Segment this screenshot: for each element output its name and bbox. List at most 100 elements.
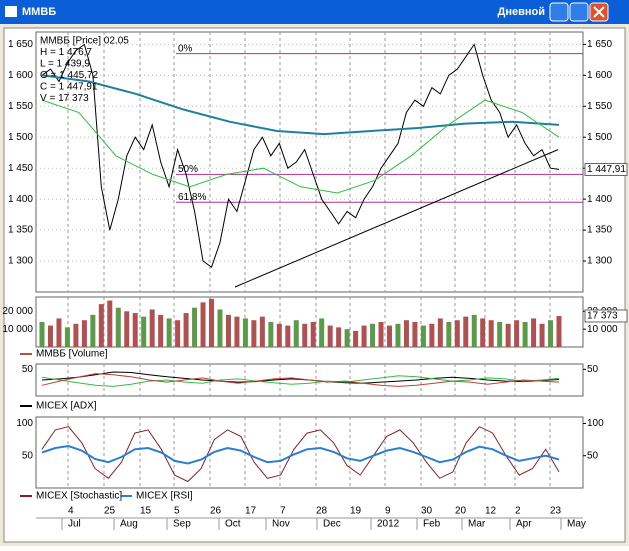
- day-label: 19: [350, 506, 362, 517]
- volume-bar: [336, 327, 342, 347]
- maximize-button[interactable]: [569, 2, 589, 22]
- month-label: Apr: [516, 519, 532, 530]
- day-label: 7: [280, 506, 286, 517]
- close-icon: [593, 6, 605, 18]
- day-label: 25: [104, 506, 116, 517]
- y-tick-label: 1 650: [8, 39, 33, 50]
- series-line: [41, 74, 560, 136]
- y-tick-label: 1 400: [8, 194, 33, 205]
- volume-bar: [361, 325, 367, 347]
- volume-bar: [420, 325, 426, 347]
- volume-bar: [488, 320, 494, 347]
- y-tick-label: 100: [16, 418, 33, 429]
- y-tick-label-right: 1 300: [587, 256, 612, 267]
- volume-bar: [539, 323, 545, 347]
- volume-bar: [56, 318, 62, 347]
- title-bar: [0, 0, 629, 24]
- day-label: 15: [140, 506, 152, 517]
- volume-bar: [463, 316, 469, 347]
- fibo-label: 50%: [178, 164, 198, 175]
- volume-bar: [166, 318, 172, 347]
- volume-bar: [98, 304, 104, 347]
- volume-bar: [90, 314, 96, 347]
- y-tick-label-right: 50: [587, 450, 599, 461]
- volume-bar: [310, 322, 316, 347]
- app-icon: [5, 6, 17, 17]
- day-label: 20: [455, 506, 467, 517]
- info-line: O = 1 445,72: [40, 70, 99, 81]
- volume-bar: [386, 325, 392, 347]
- info-line: L = 1 439,9: [40, 59, 90, 70]
- volume-bar: [209, 298, 215, 347]
- volume-bar: [107, 300, 113, 347]
- y-tick-label-right: 1 500: [587, 132, 612, 143]
- last-value-box: [584, 162, 628, 176]
- day-label: 23: [550, 506, 562, 517]
- volume-bar: [344, 329, 350, 347]
- volume-bar: [268, 322, 274, 347]
- series-line: [41, 444, 560, 465]
- month-label: Dec: [323, 519, 341, 530]
- volume-bar: [285, 325, 291, 347]
- y-tick-label: 10 000: [2, 324, 33, 335]
- volume-bar: [225, 314, 231, 347]
- month-label: Jul: [68, 519, 81, 530]
- y-tick-label: 1 350: [8, 225, 33, 236]
- last-value-label: 1 447,91: [587, 164, 626, 175]
- volume-bar: [370, 323, 376, 347]
- legend-label: MICEX [ADX]: [36, 401, 97, 412]
- volume-bar: [81, 320, 87, 347]
- volume-bar: [505, 323, 511, 347]
- series-line: [41, 375, 560, 387]
- volume-bar: [234, 316, 240, 347]
- day-label: 30: [421, 506, 433, 517]
- volume-bar: [200, 302, 206, 347]
- minimize-button[interactable]: [549, 2, 569, 22]
- info-line: H = 1 476,7: [40, 47, 92, 58]
- panel: [35, 31, 584, 293]
- volume-bar: [124, 311, 130, 347]
- last-value-box: [584, 309, 628, 323]
- day-label: 2: [515, 506, 521, 517]
- volume-bar: [522, 322, 528, 347]
- timeframe[interactable]: Дневной: [498, 6, 546, 18]
- info-line: C = 1 447,91: [40, 82, 98, 93]
- trend-line: [234, 149, 559, 288]
- series-line: [41, 426, 560, 483]
- volume-bar: [259, 316, 265, 347]
- month-label: Mar: [468, 519, 486, 530]
- month-label: Feb: [423, 519, 441, 530]
- y-tick-label: 1 600: [8, 70, 33, 81]
- last-value-label: 17 373: [587, 311, 618, 322]
- volume-bar: [183, 313, 189, 347]
- volume-bar: [437, 318, 443, 347]
- y-tick-label-right: 1 400: [587, 194, 612, 205]
- volume-bar: [514, 320, 520, 347]
- volume-bar: [403, 320, 409, 347]
- volume-bar: [497, 322, 503, 347]
- volume-bar: [378, 322, 384, 347]
- volume-bar: [395, 323, 401, 347]
- y-tick-label-right: 1 600: [587, 70, 612, 81]
- volume-bar: [158, 314, 164, 347]
- volume-bar: [115, 307, 121, 347]
- y-tick-label-right: 1 350: [587, 225, 612, 236]
- series-line: [41, 43, 560, 269]
- y-tick-label: 20 000: [2, 306, 33, 317]
- day-label: 5: [174, 506, 180, 517]
- y-tick-label-right: 100: [587, 418, 604, 429]
- volume-bar: [429, 323, 435, 347]
- series-line: [41, 99, 560, 194]
- y-tick-label: 1 500: [8, 132, 33, 143]
- month-label: 2012: [377, 519, 400, 530]
- day-label: 17: [245, 506, 257, 517]
- volume-bar: [548, 320, 554, 347]
- y-tick-label-right: 1 650: [587, 39, 612, 50]
- volume-bar: [319, 318, 325, 347]
- day-label: 28: [316, 506, 328, 517]
- day-label: 12: [485, 506, 497, 517]
- volume-bar: [149, 309, 155, 347]
- fibo-label: 61,8%: [178, 192, 206, 203]
- month-label: Nov: [272, 519, 290, 530]
